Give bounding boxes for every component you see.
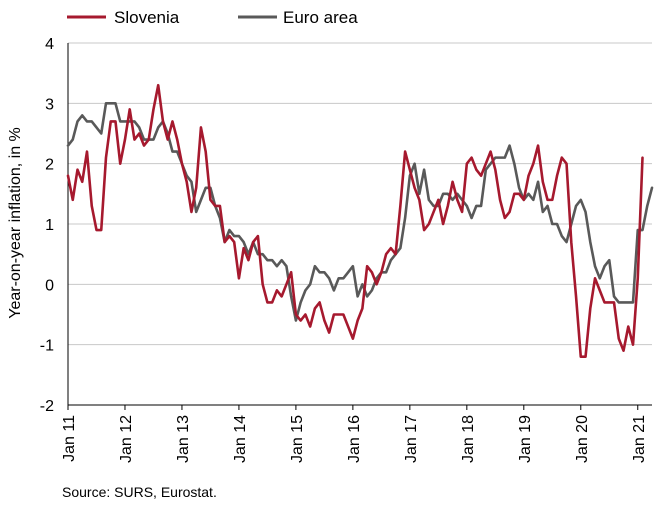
x-tick-label: Jan 18: [460, 415, 477, 463]
x-tick-label: Jan 17: [403, 415, 420, 463]
series-line-slovenia: [66, 83, 644, 359]
y-axis-title: Year-on-year inflation, in %: [7, 127, 24, 319]
y-tick-label: 0: [45, 277, 54, 294]
axes: [67, 43, 652, 410]
x-tick-label: Jan 13: [175, 415, 192, 463]
legend-label-euro-area: Euro area: [283, 8, 358, 27]
x-tick-label: Jan 11: [61, 415, 78, 462]
legend: Slovenia Euro area: [67, 8, 358, 27]
source-note: Source: SURS, Eurostat.: [62, 484, 217, 500]
x-tick-label: Jan 20: [574, 415, 591, 463]
y-tick-label: 4: [45, 36, 54, 53]
series-line-euro-area: [66, 102, 654, 322]
x-tick-label: Jan 12: [118, 415, 135, 463]
y-tick-label: 3: [45, 96, 54, 113]
x-tick-label: Jan 19: [517, 415, 534, 463]
y-tick-label: 1: [45, 217, 54, 234]
series-lines: [66, 83, 654, 359]
y-tick-label: 2: [45, 157, 54, 174]
x-tick-label: Jan 14: [232, 415, 249, 463]
y-tick-label: -1: [40, 338, 54, 355]
y-tick-labels: 4 3 2 1 0 -1 -2: [40, 36, 54, 415]
x-tick-label: Jan 16: [346, 415, 363, 463]
x-tick-label: Jan 15: [289, 415, 306, 463]
x-tick-label: Jan 21: [631, 415, 648, 463]
y-tick-label: -2: [40, 398, 54, 415]
legend-label-slovenia: Slovenia: [114, 8, 180, 27]
x-tick-labels: Jan 11 Jan 12 Jan 13 Jan 14 Jan 15 Jan 16 Jan …: [61, 415, 648, 463]
